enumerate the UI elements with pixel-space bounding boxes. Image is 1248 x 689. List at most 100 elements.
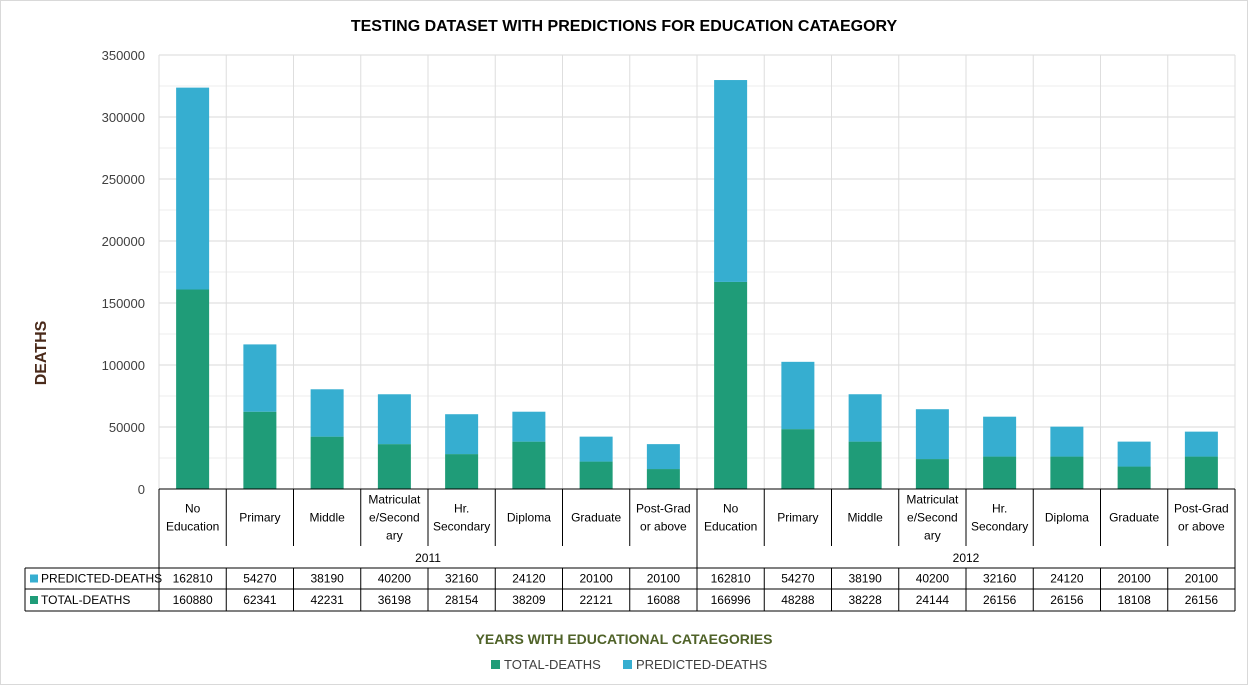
category-label: Diploma [1045, 511, 1089, 525]
table-cell-value: 54270 [781, 572, 815, 586]
y-tick-label: 300000 [102, 110, 145, 125]
y-tick-label: 200000 [102, 234, 145, 249]
y-tick-label: 350000 [102, 48, 145, 63]
group-label: 2012 [953, 551, 980, 565]
y-tick-label: 250000 [102, 172, 145, 187]
legend: TOTAL-DEATHS PREDICTED-DEATHS [491, 657, 768, 672]
table-cell-value: 26156 [1185, 593, 1219, 607]
bar-predicted-deaths [781, 361, 815, 430]
bar-predicted-deaths [915, 409, 949, 460]
legend-label: TOTAL-DEATHS [504, 657, 601, 672]
y-tick-label: 150000 [102, 296, 145, 311]
table-legend-key [30, 596, 38, 604]
category-label: Secondary [433, 520, 490, 534]
category-label: e/Second [369, 511, 420, 525]
bar-predicted-deaths [512, 411, 546, 442]
bar-total-deaths [646, 469, 680, 489]
category-label: Primary [239, 511, 280, 525]
table-cell-value: 24144 [916, 593, 950, 607]
bar-predicted-deaths [1050, 426, 1084, 457]
table-cell-value: 40200 [378, 572, 412, 586]
table-cell-value: 24120 [512, 572, 546, 586]
table-cell-value: 38209 [512, 593, 546, 607]
bar-predicted-deaths [243, 344, 277, 412]
category-label: Post-Grad [636, 502, 691, 516]
table-row-label: PREDICTED-DEATHS [41, 572, 162, 586]
category-label: ary [386, 529, 403, 543]
bar-total-deaths [310, 436, 344, 489]
category-label: Diploma [507, 511, 551, 525]
bar-total-deaths [781, 429, 815, 489]
table-legend-key [30, 574, 38, 583]
bar-predicted-deaths [714, 80, 748, 282]
category-label: ary [924, 529, 941, 543]
bar-total-deaths [915, 459, 949, 489]
bar-total-deaths [579, 461, 613, 489]
bar-total-deaths [512, 441, 546, 489]
table-cell-value: 26156 [983, 593, 1017, 607]
group-label: 2011 [415, 551, 441, 565]
table-cell-value: 20100 [647, 572, 681, 586]
category-label: Hr. [992, 502, 1007, 516]
table-cell-value: 28154 [445, 593, 479, 607]
table-cell-value: 54270 [243, 572, 277, 586]
x-axis-label: YEARS WITH EDUCATIONAL CATAEGORIES [476, 631, 773, 647]
table-cell-value: 22121 [579, 593, 613, 607]
table-cell-value: 26156 [1050, 593, 1084, 607]
table-cell-value: 20100 [579, 572, 613, 586]
bar-predicted-deaths [445, 414, 479, 455]
table-cell-value: 42231 [310, 593, 344, 607]
category-label: Primary [777, 511, 818, 525]
table-cell-value: 24120 [1050, 572, 1084, 586]
data-table: No Education Primary Middle Matriculat e/Seco… [24, 488, 1236, 612]
category-label: Graduate [1109, 511, 1159, 525]
category-label: or above [640, 520, 687, 534]
table-cell-value: 48288 [781, 593, 815, 607]
y-tick-label: 50000 [109, 420, 145, 435]
legend-swatch [491, 660, 500, 669]
bar-total-deaths [1050, 456, 1084, 489]
category-label: Education [704, 520, 757, 534]
bar-predicted-deaths [1184, 431, 1218, 457]
bar-predicted-deaths [1117, 441, 1151, 467]
bar-predicted-deaths [848, 394, 882, 442]
category-label: No [185, 502, 201, 516]
bar-predicted-deaths [377, 394, 411, 445]
bar-total-deaths [243, 411, 277, 489]
bars [176, 80, 1218, 489]
bar-total-deaths [848, 441, 882, 489]
table-cell-value: 36198 [378, 593, 412, 607]
table-cell-value: 32160 [445, 572, 479, 586]
bar-predicted-deaths [310, 389, 344, 437]
table-cell-value: 162810 [711, 572, 751, 586]
category-label: e/Second [907, 511, 958, 525]
table-row-label: TOTAL-DEATHS [41, 593, 130, 607]
bar-total-deaths [714, 281, 748, 489]
table-cell-value: 20100 [1117, 572, 1151, 586]
legend-swatch [623, 660, 632, 669]
bar-total-deaths [1184, 456, 1218, 489]
y-axis-label: DEATHS [33, 320, 50, 385]
table-cell-value: 38190 [310, 572, 344, 586]
bar-total-deaths [445, 454, 479, 489]
table-cell-value: 38228 [848, 593, 882, 607]
table-cell-value: 16088 [647, 593, 681, 607]
gridlines [158, 54, 1236, 489]
table-cell-value: 62341 [243, 593, 277, 607]
y-tick-label: 100000 [102, 358, 145, 373]
y-axis-ticks: 0 50000 100000 150000 200000 250000 300000 3500… [102, 48, 145, 497]
category-label: Secondary [971, 520, 1028, 534]
table-cell-value: 18108 [1117, 593, 1151, 607]
category-label: or above [1178, 520, 1225, 534]
chart-title: TESTING DATASET WITH PREDICTIONS FOR EDU… [351, 18, 898, 35]
category-label: Middle [847, 511, 883, 525]
y-tick-label: 0 [138, 482, 145, 497]
bar-predicted-deaths [579, 436, 613, 462]
category-label: Post-Grad [1174, 502, 1229, 516]
bar-total-deaths [983, 456, 1017, 489]
bar-predicted-deaths [983, 416, 1017, 457]
bar-total-deaths [176, 289, 210, 489]
category-label: No [723, 502, 739, 516]
